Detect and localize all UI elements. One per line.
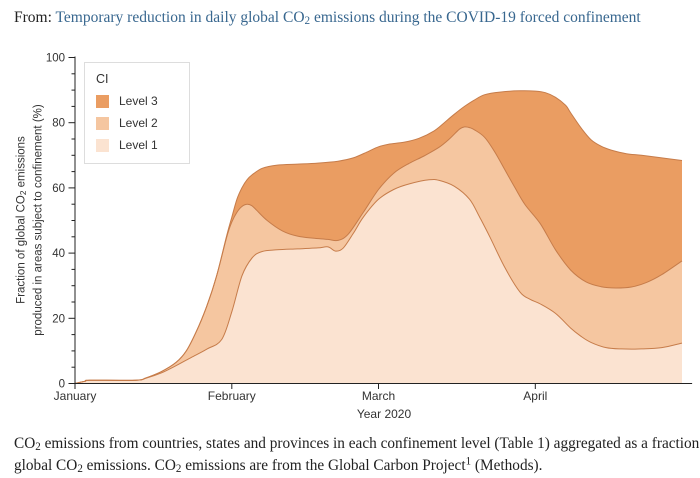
y-axis-title-line-1: Fraction of global CO2 emissions <box>15 136 28 304</box>
chart-area: 0 20 40 60 80 100 January February March April Fr… <box>13 53 693 421</box>
legend-entry-level-3: Level 3 <box>96 94 179 108</box>
x-axis-ticks: January February March April <box>54 383 547 403</box>
boundary-level-1 <box>74 178 683 384</box>
y-axis-title-line-2: produced in areas subject to confinement… <box>32 104 44 336</box>
source-prefix: From: <box>14 9 52 26</box>
x-axis-title: Year 2020 <box>356 407 412 421</box>
legend-title: CI <box>96 72 109 86</box>
caption-line-2: global CO2 emissions. CO2 emissions are … <box>14 455 543 475</box>
source-line: From: Temporary reduction in daily globa… <box>14 9 641 27</box>
y-axis-ticks: 0 20 40 60 80 100 <box>46 53 75 391</box>
legend: CI Level 3 Level 2 Level 1 <box>84 62 190 164</box>
y-tick-label: 40 <box>52 248 65 260</box>
article-title-link[interactable]: Temporary reduction in daily global CO2 … <box>55 9 641 28</box>
legend-entry-level-2: Level 2 <box>96 116 179 130</box>
x-tick-label-march: March <box>362 389 395 403</box>
y-tick-label: 20 <box>52 313 65 325</box>
legend-swatch-level-1 <box>96 138 109 152</box>
area-level-2 <box>75 126 682 384</box>
x-tick-label-january: January <box>54 389 97 403</box>
legend-label: Level 1 <box>119 138 158 152</box>
legend-swatch-level-2 <box>96 116 109 130</box>
y-tick-label: 100 <box>46 53 65 65</box>
legend-entry-level-1: Level 1 <box>96 138 179 152</box>
y-tick-label: 60 <box>52 183 65 195</box>
legend-label: Level 2 <box>119 116 158 130</box>
x-tick-label-february: February <box>208 389 256 403</box>
caption-line-1: CO2 emissions from countries, states and… <box>14 435 700 454</box>
y-tick-label: 80 <box>52 118 65 130</box>
x-tick-label-april: April <box>523 389 547 403</box>
legend-swatch-level-3 <box>96 94 109 108</box>
y-axis-title: Fraction of global CO2 emissions produce… <box>13 55 46 385</box>
legend-rows: Level 3 Level 2 Level 1 <box>96 94 179 152</box>
area-level-1 <box>75 179 682 384</box>
caption: CO2 emissions from countries, states and… <box>14 433 700 476</box>
legend-label: Level 3 <box>119 94 158 108</box>
boundary-level-2 <box>74 126 683 384</box>
y-tick-label: 0 <box>59 379 65 391</box>
